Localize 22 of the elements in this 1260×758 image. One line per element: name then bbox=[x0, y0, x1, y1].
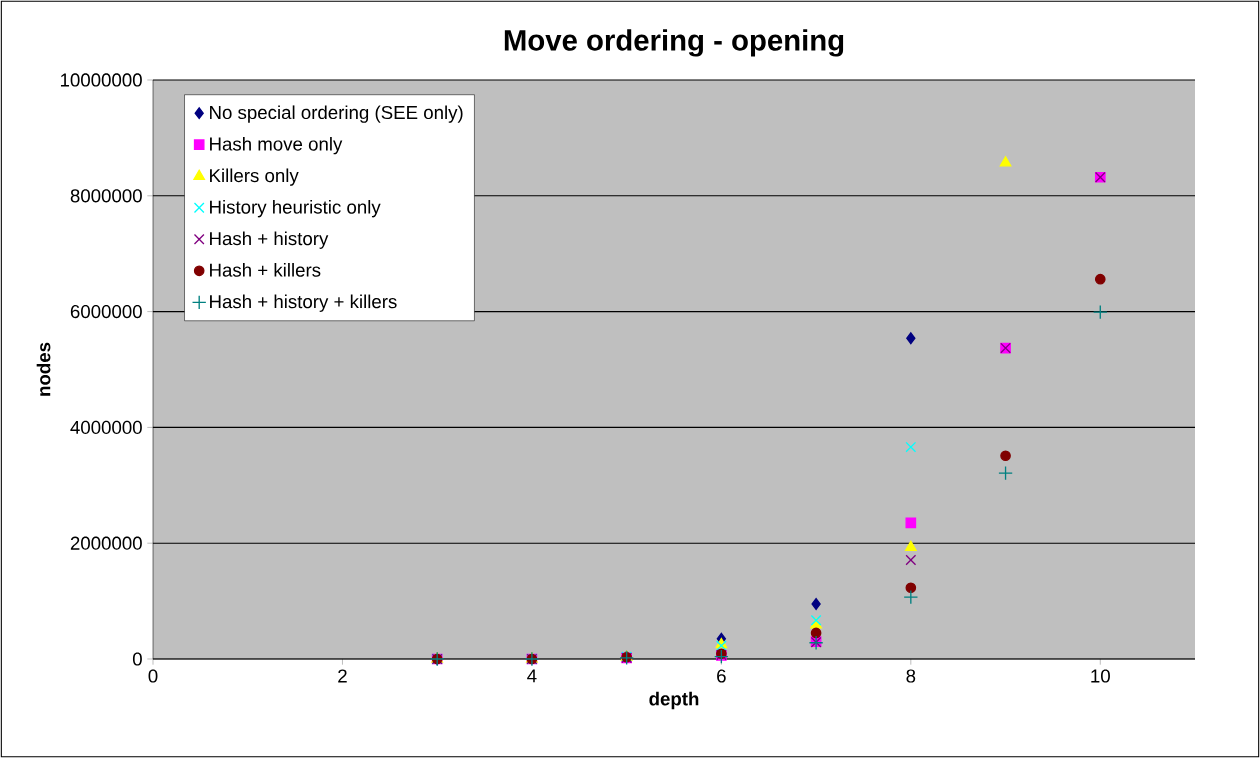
y-tick-label: 8000000 bbox=[70, 189, 142, 203]
legend-label: Killers only bbox=[210, 168, 299, 186]
y-tick-label: 6000000 bbox=[70, 304, 142, 319]
legend-label: No special ordering (SEE only) bbox=[210, 105, 463, 123]
y-tick-label: 4000000 bbox=[70, 420, 142, 435]
y-axis-title: nodes bbox=[36, 342, 51, 396]
legend-label: Hash + history bbox=[210, 231, 329, 249]
x-tick-label: 0 bbox=[148, 669, 158, 683]
y-tick-label: 2000000 bbox=[70, 536, 142, 550]
x-tick-label: 6 bbox=[717, 669, 726, 683]
x-tick-label: 10 bbox=[1091, 669, 1110, 683]
x-tick-label: 8 bbox=[906, 669, 916, 683]
legend-label: Hash move only bbox=[210, 136, 343, 155]
y-tick-label: 0 bbox=[132, 652, 142, 666]
y-tick-label: 10000000 bbox=[60, 73, 142, 87]
legend-label: Hash + killers bbox=[210, 263, 321, 277]
chart-title: Move ordering - opening bbox=[504, 29, 844, 57]
x-axis-title: depth bbox=[649, 691, 699, 710]
x-tick-label: 2 bbox=[338, 669, 347, 683]
legend-label: History heuristic only bbox=[210, 199, 381, 218]
legend-label: Hash + history + killers bbox=[210, 294, 397, 312]
x-tick-label: 4 bbox=[527, 669, 537, 683]
